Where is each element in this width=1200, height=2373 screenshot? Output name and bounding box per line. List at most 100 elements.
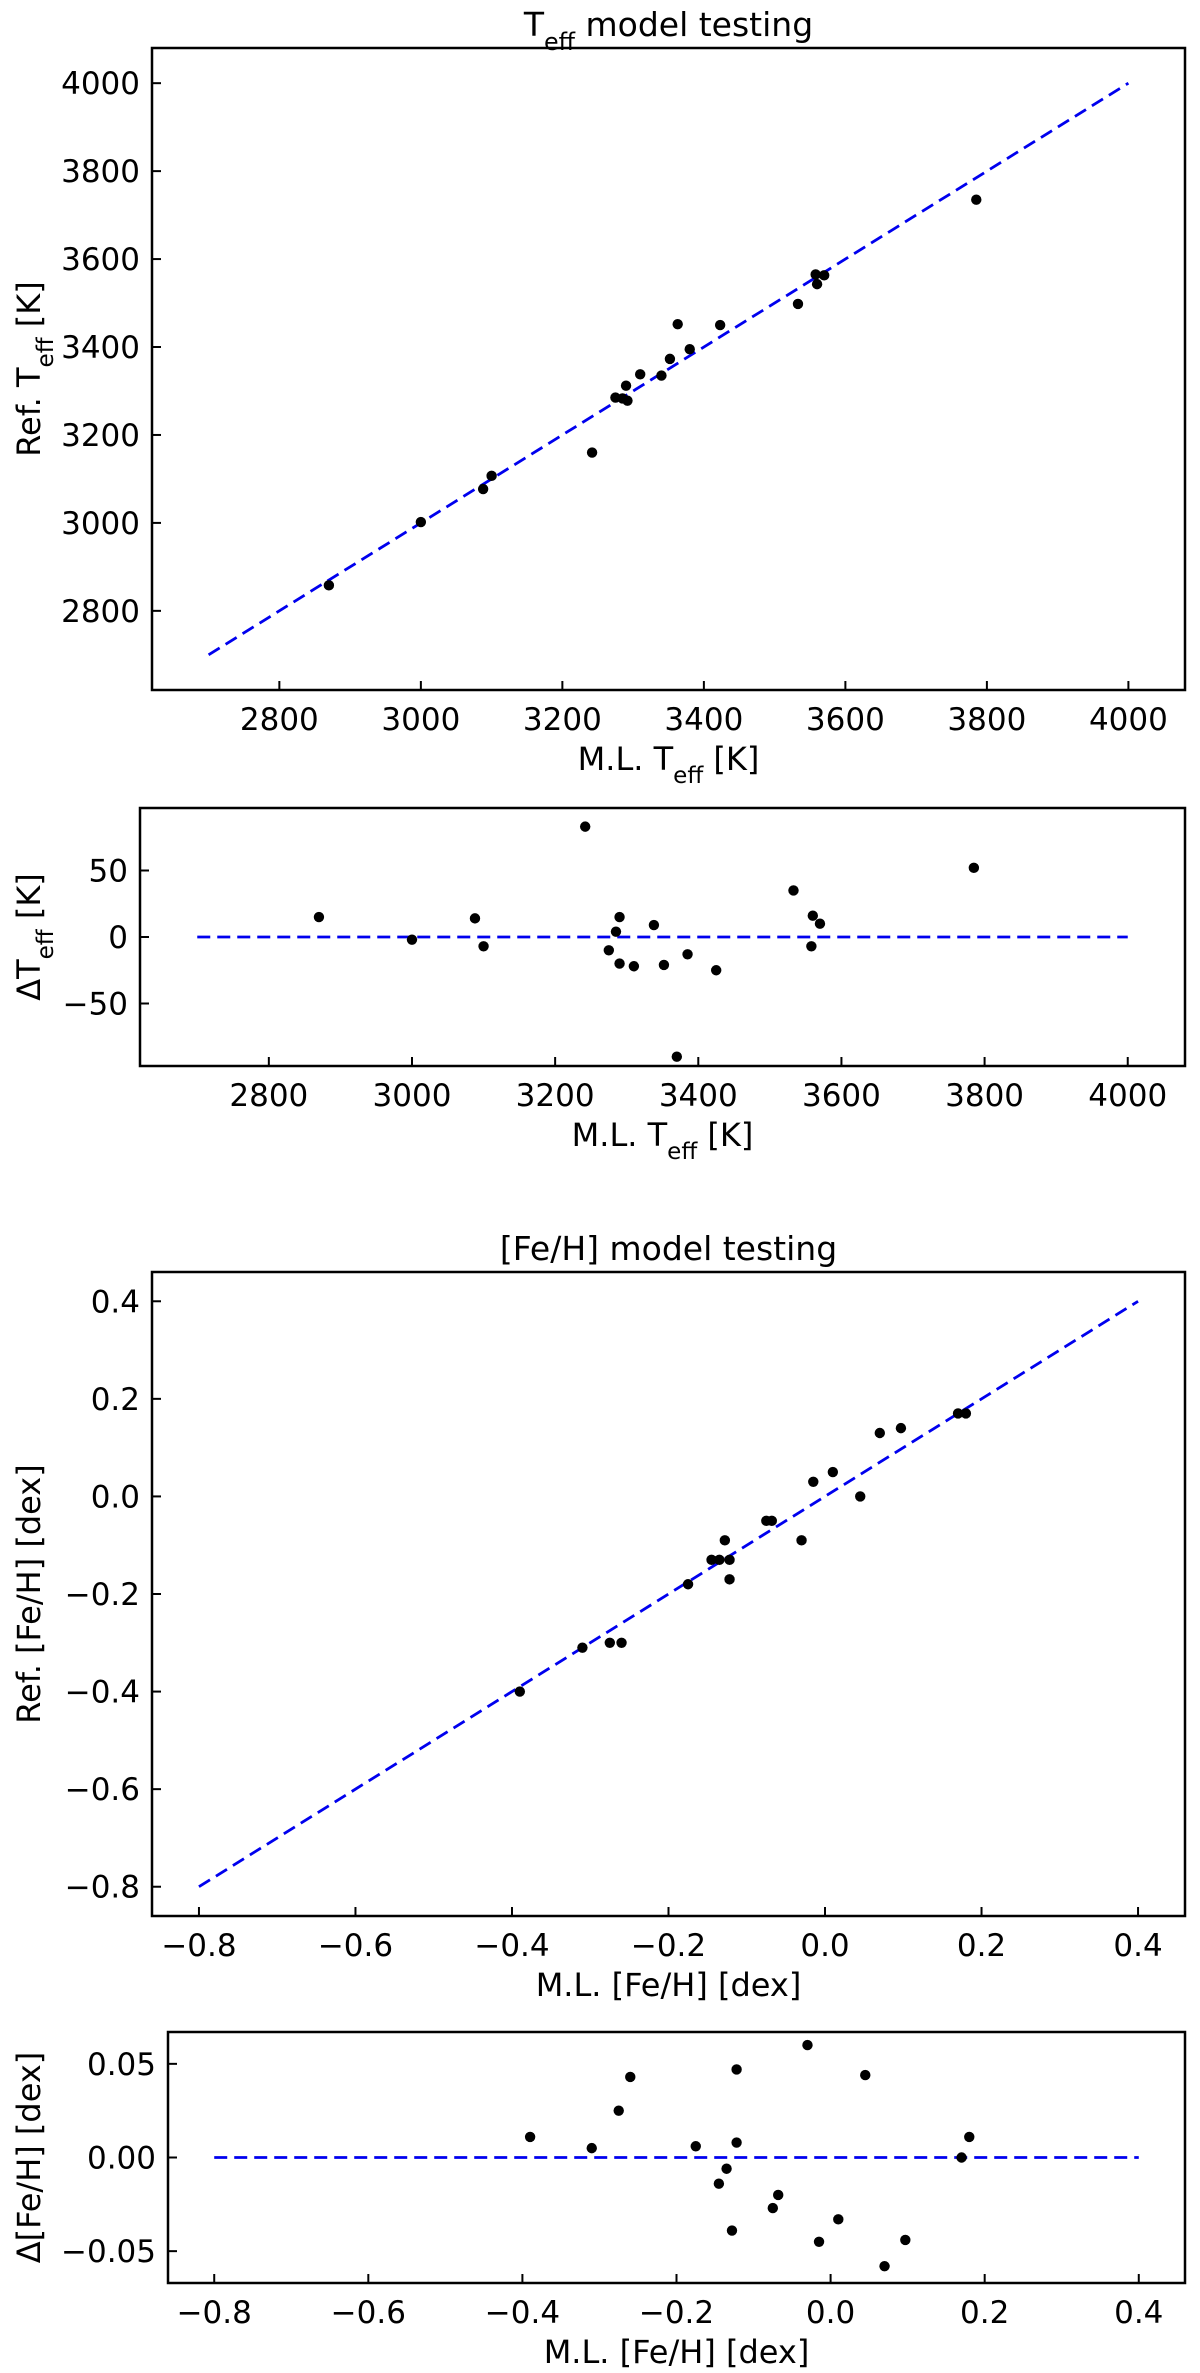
y-tick-label: −50 [63, 986, 128, 1022]
x-axis-label: M.L. Teff [K] [578, 740, 760, 789]
data-point [813, 2236, 825, 2247]
data-point [625, 2071, 636, 2083]
data-point [622, 395, 633, 406]
x-tick-label: 3400 [659, 1078, 738, 1114]
x-tick-label: 3600 [806, 702, 885, 738]
data-point [721, 2163, 732, 2174]
x-tick-label: −0.8 [161, 1928, 236, 1964]
y-tick-label: 4000 [61, 66, 140, 102]
data-point [719, 1535, 731, 1546]
x-axis-label: M.L. [Fe/H] [dex] [544, 2333, 810, 2371]
data-point [406, 934, 418, 945]
data-point [714, 1554, 725, 1566]
y-tick-label: 3800 [61, 154, 140, 190]
panel-teff_residual: 2800 3000 3200 3400 3600 3800 4000 −50 0 50 M.L. T… [10, 806, 1187, 1165]
y-tick-label: 0.00 [87, 2141, 156, 2177]
data-point [610, 926, 622, 937]
data-point [682, 949, 693, 960]
data-point [713, 2178, 725, 2189]
x-tick-label: 3400 [664, 702, 743, 738]
data-point [614, 958, 625, 969]
panel-title: Teff model testing [523, 5, 813, 56]
data-point [968, 862, 980, 874]
x-tick-label: 2800 [240, 702, 319, 738]
data-point [664, 353, 676, 365]
data-point [690, 2141, 701, 2152]
data-point [807, 910, 819, 921]
y-axis-label: Δ[Fe/H] [dex] [10, 2052, 48, 2264]
data-point [684, 344, 695, 355]
data-point [603, 945, 615, 956]
y-tick-label: 3600 [61, 242, 140, 278]
data-point [773, 2189, 784, 2201]
y-tick-label: 2800 [61, 594, 140, 630]
data-point [514, 1686, 526, 1697]
y-tick-label: 0.4 [91, 1284, 140, 1320]
y-tick-label: −0.05 [61, 2234, 156, 2270]
data-point [971, 194, 982, 205]
data-point [313, 911, 325, 923]
data-point [874, 1427, 885, 1439]
y-tick-label: −0.2 [65, 1577, 140, 1613]
x-tick-label: −0.8 [177, 2295, 252, 2331]
data-point [604, 1637, 616, 1648]
data-point [766, 1515, 777, 1527]
data-point [767, 2202, 779, 2214]
x-tick-label: 3200 [523, 702, 602, 738]
data-point [814, 918, 826, 929]
data-point [810, 269, 821, 280]
y-tick-label: 0 [108, 920, 128, 956]
y-tick-label: 3200 [61, 418, 140, 454]
data-point [477, 483, 489, 495]
x-tick-label: 4000 [1089, 702, 1168, 738]
data-point [671, 1051, 683, 1062]
y-tick-label: 3400 [61, 330, 140, 366]
data-point [879, 2260, 890, 2272]
x-tick-label: 3000 [373, 1078, 452, 1114]
data-point [524, 2131, 536, 2143]
y-tick-label: 3000 [61, 506, 140, 542]
data-point [802, 2039, 813, 2051]
x-tick-label: −0.4 [474, 1928, 549, 1964]
data-point [952, 1408, 964, 1419]
data-point [964, 2131, 975, 2143]
data-point [788, 885, 799, 896]
data-point [672, 318, 683, 330]
y-axis-label: ΔTeff [K] [10, 873, 59, 1001]
x-axis-label: M.L. Teff [K] [572, 1116, 754, 1165]
y-axis-label: Ref. Teff [K] [10, 281, 59, 456]
x-tick-label: 4000 [1088, 1078, 1167, 1114]
x-tick-label: −0.6 [318, 1928, 393, 1964]
x-tick-label: 2800 [229, 1078, 308, 1114]
data-point [956, 2152, 967, 2163]
data-point [731, 2137, 742, 2148]
data-point [486, 470, 497, 482]
data-point [648, 919, 660, 931]
data-point [469, 913, 481, 924]
data-point [811, 278, 823, 290]
panel-teff_main: 2800 3000 3200 3400 3600 3800 4000 2800 3000 3200… [10, 5, 1187, 789]
data-point [634, 369, 646, 380]
data-point [658, 959, 670, 971]
x-tick-label: −0.4 [485, 2295, 560, 2331]
data-point [614, 911, 625, 923]
x-tick-label: 0.4 [1114, 2295, 1163, 2331]
data-point [613, 2105, 624, 2116]
data-point [724, 1574, 735, 1585]
x-tick-label: −0.2 [631, 1928, 706, 1964]
data-point [806, 941, 817, 952]
y-tick-label: 0.0 [91, 1479, 140, 1515]
y-tick-label: 50 [89, 854, 128, 890]
data-point [579, 821, 591, 832]
panel-title: [Fe/H] model testing [500, 1229, 837, 1268]
x-tick-label: 3200 [516, 1078, 595, 1114]
reference-line [198, 1300, 1139, 1888]
data-point [628, 961, 640, 972]
x-tick-label: 0.4 [1113, 1928, 1162, 1964]
x-tick-label: −0.2 [639, 2295, 714, 2331]
data-point [833, 2214, 844, 2225]
x-tick-label: 3800 [945, 1078, 1024, 1114]
data-point [796, 1535, 807, 1546]
data-point [620, 380, 632, 391]
